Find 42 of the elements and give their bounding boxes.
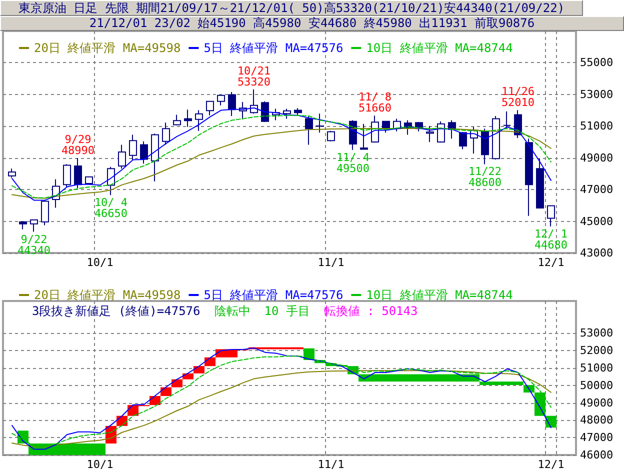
y-tick-label: 46000 [580, 448, 614, 462]
chart-title: 東京原油 日足 先限 期間21/09/17～21/12/01( 50)高53320(21/10/21)安44340(21/09/22) [0, 0, 583, 16]
annotation: 12/ 1 44680 [534, 227, 568, 252]
legend-label: 20日 終値平滑 MA=49598 [34, 288, 181, 302]
legend-label: 10日 終値平滑 MA=48744 [366, 41, 513, 55]
y-tick-label: 53000 [580, 326, 614, 340]
y-tick-label: 47000 [580, 183, 614, 196]
x-tick-label: 10/1 [86, 458, 114, 471]
legend-label: 5日 終値平滑 MA=47576 [204, 288, 344, 302]
chart-subtitle: 21/12/01 23/02 始45190 高45980 安44680 終45980 出11931 前取90876 [0, 16, 624, 31]
legend-label: 10日 終値平滑 MA=48744 [366, 288, 513, 302]
x-tick-label: 12/1 [538, 458, 564, 471]
y-tick-label: 45000 [580, 214, 614, 228]
y-tick-label: 51000 [580, 120, 614, 133]
y-tick-label: 55000 [580, 56, 614, 70]
y-tick-label: 49000 [580, 396, 614, 410]
legend-label: 5日 終値平滑 MA=47576 [204, 41, 344, 55]
x-tick-label: 11/1 [318, 458, 344, 471]
y-tick-label: 52000 [580, 344, 614, 358]
x-tick-label: 12/1 [538, 256, 564, 269]
annotation: 9/29 48990 [61, 133, 95, 158]
legend-label: 20日 終値平滑 MA=49598 [34, 41, 181, 55]
annotation: 11/ 4 49500 [336, 150, 370, 175]
y-tick-label: 49000 [580, 151, 614, 164]
annotation: 11/ 8 51660 [358, 90, 392, 115]
annotation: 転換値 : 50143 [324, 304, 418, 318]
annotation: 3段抜き新値足 (終値)=47576 [32, 304, 200, 318]
y-tick-label: 43000 [580, 246, 614, 260]
annotation: 11/22 48600 [468, 165, 502, 190]
annotation: 陰転中 [214, 304, 250, 318]
annotation: 11/26 52010 [501, 85, 535, 110]
y-tick-label: 48000 [580, 414, 614, 427]
annotation: 9/22 44340 [17, 232, 51, 257]
y-tick-label: 51000 [580, 361, 614, 374]
y-tick-label: 50000 [580, 378, 614, 392]
x-tick-label: 11/1 [318, 256, 344, 269]
annotation: 10 手目 [264, 304, 310, 318]
annotation: 10/21 53320 [237, 64, 271, 88]
y-tick-label: 53000 [580, 88, 614, 101]
y-tick-label: 47000 [580, 431, 614, 444]
annotation: 10/ 4 46650 [94, 196, 128, 220]
x-tick-label: 10/1 [86, 256, 114, 269]
